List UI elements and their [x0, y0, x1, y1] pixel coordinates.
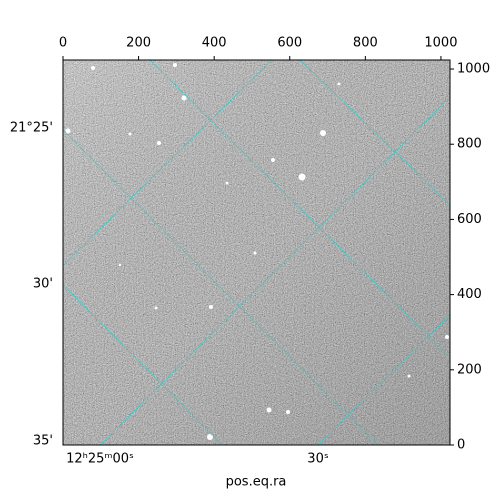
- x-tick-label: 600: [277, 36, 302, 51]
- dec-tick-label: 35': [33, 434, 53, 449]
- x-tick-label: 1000: [424, 36, 457, 51]
- y-tick-label: 0: [457, 438, 465, 453]
- coordinate-grid: [63, 60, 450, 445]
- y-tick-label: 200: [457, 362, 482, 377]
- y-tick-label: 1000: [457, 62, 490, 77]
- stars: [65, 63, 449, 440]
- x-tick-label: 400: [202, 36, 227, 51]
- sky-image: [63, 60, 450, 445]
- x-tick-label: 800: [353, 36, 378, 51]
- dec-tick-label: 21°25': [10, 121, 53, 136]
- x-tick-label: 200: [126, 36, 151, 51]
- x-tick-label: 0: [59, 36, 67, 51]
- y-tick-label: 800: [457, 137, 482, 152]
- ra-tick-label: 12ʰ25ᵐ00ˢ: [66, 452, 134, 467]
- y-tick-label: 600: [457, 212, 482, 227]
- frame: [62, 59, 451, 446]
- ra-tick-label: 30ˢ: [307, 452, 329, 467]
- x-axis-label: pos.eq.ra: [226, 475, 287, 490]
- y-tick-label: 400: [457, 287, 482, 302]
- dec-tick-label: 30': [33, 277, 53, 292]
